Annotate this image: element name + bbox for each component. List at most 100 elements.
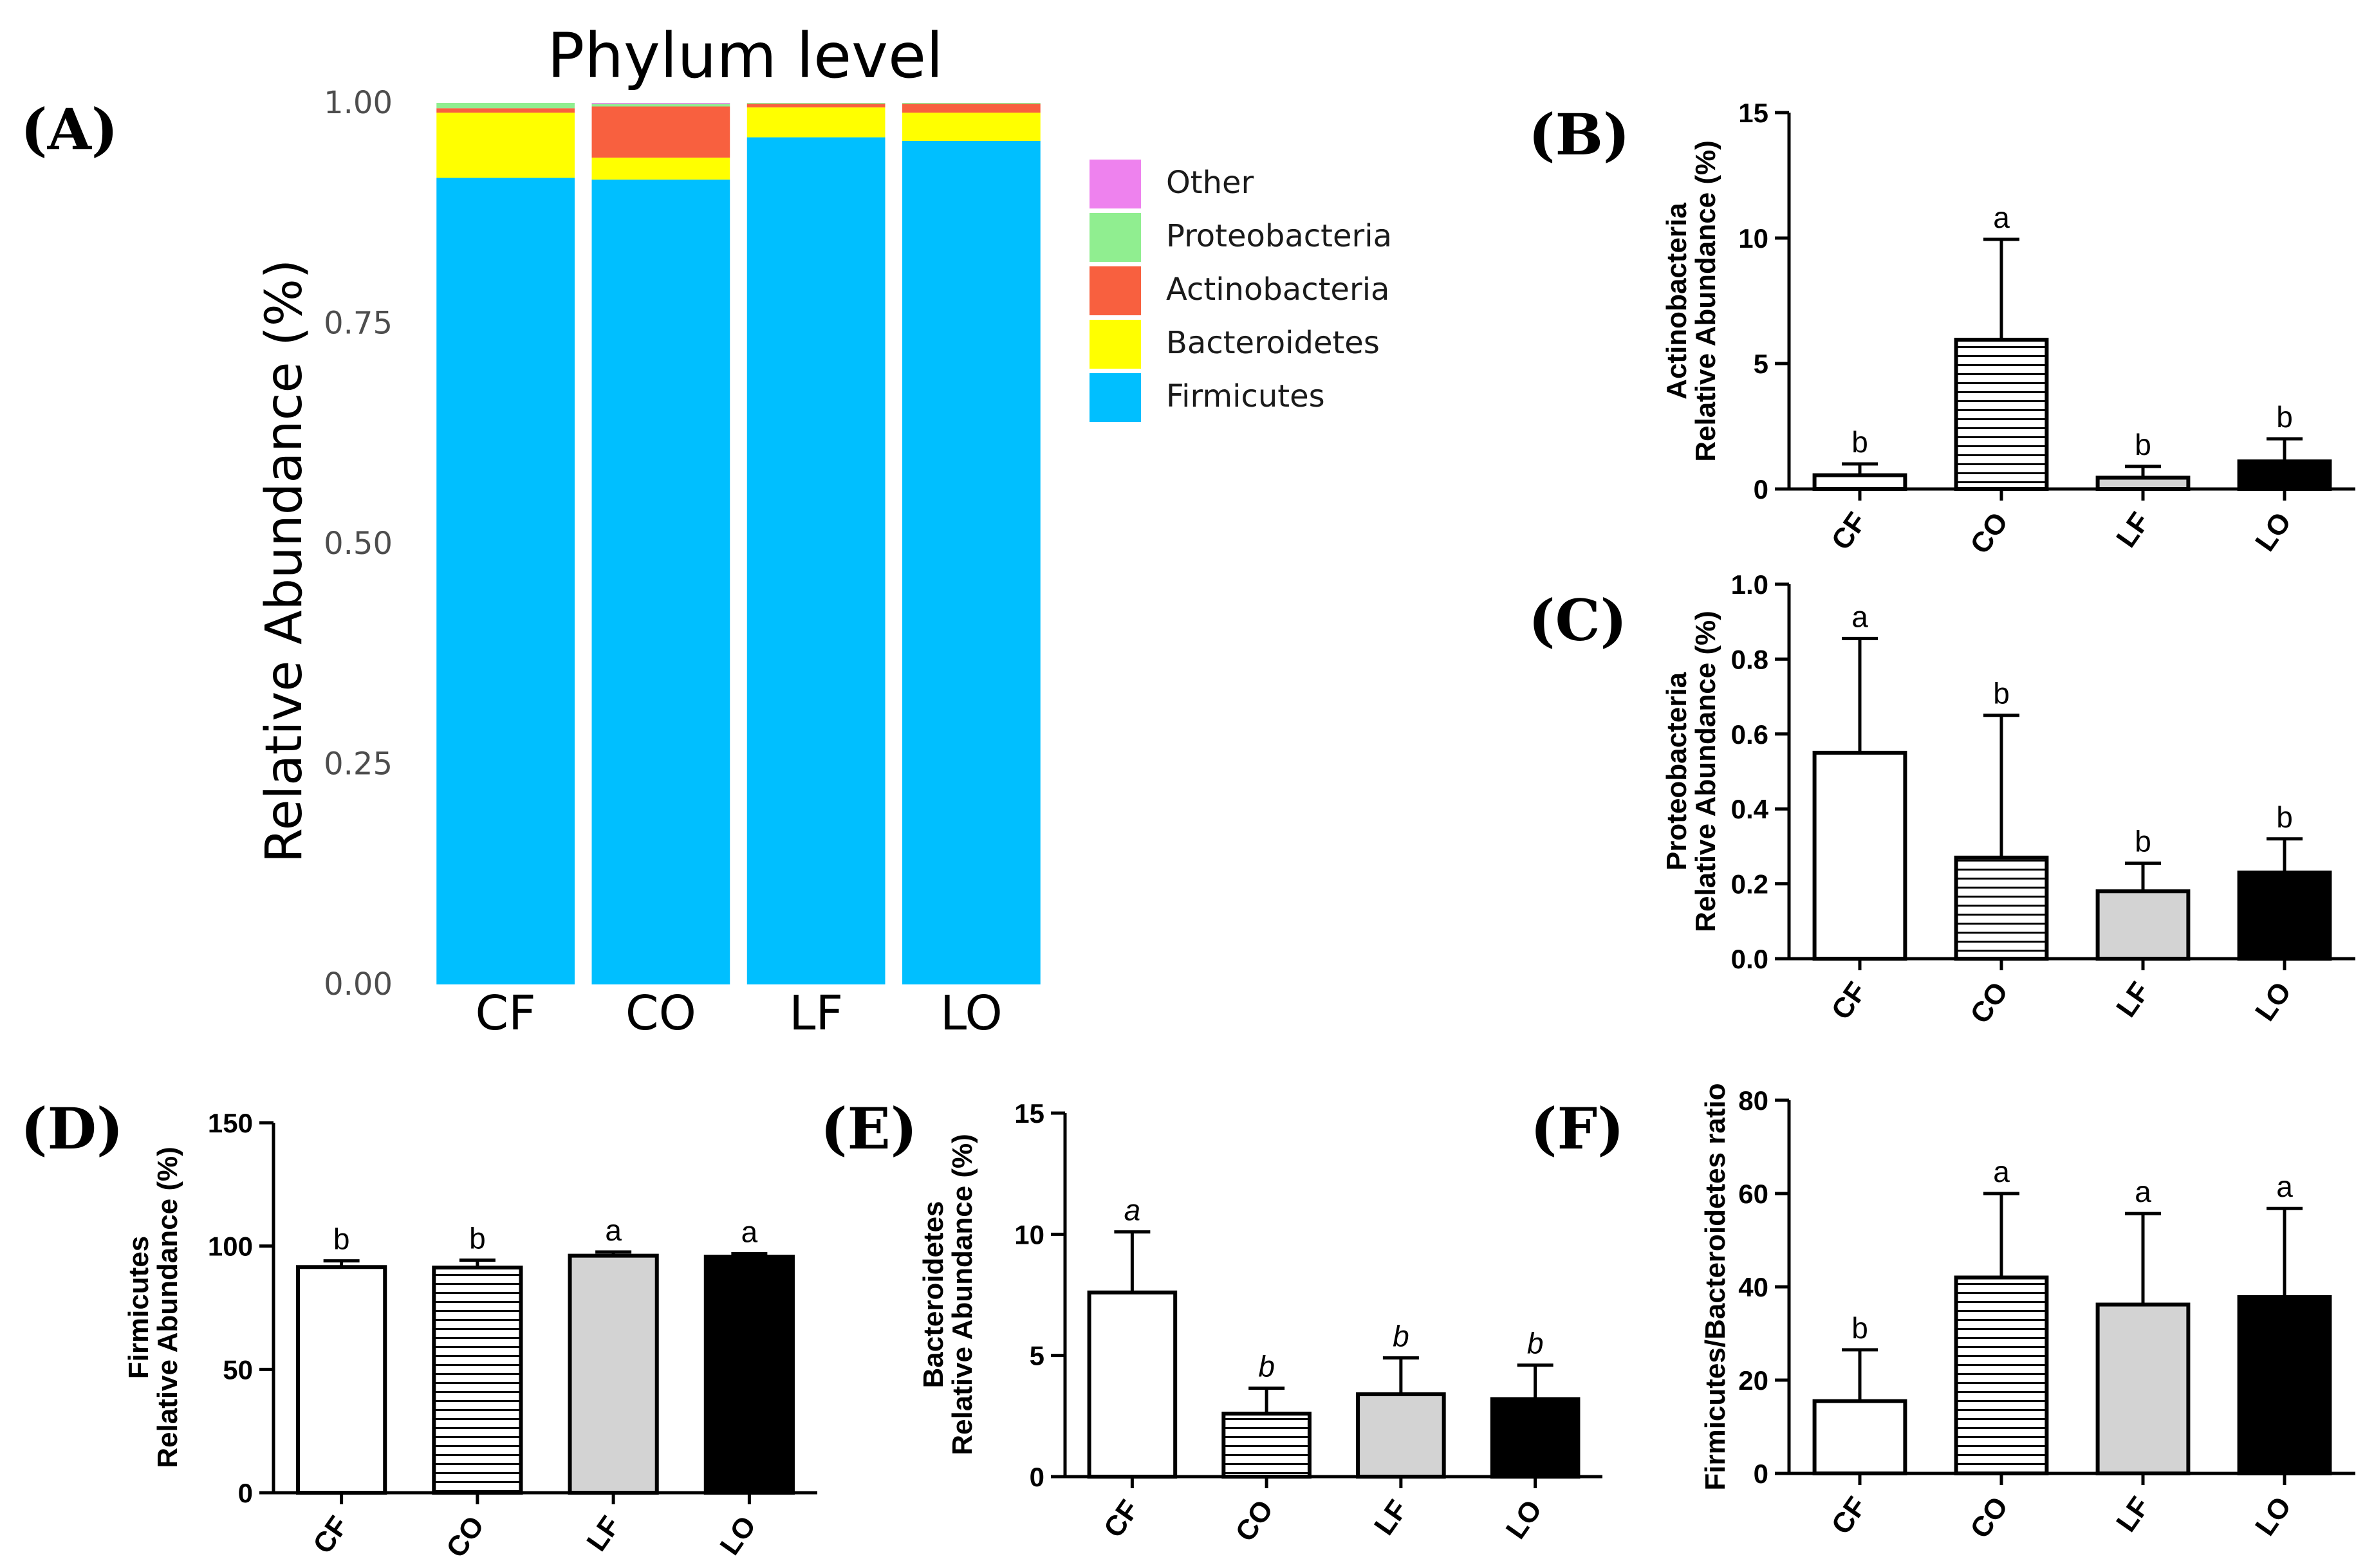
panel-c-significance-letter: b xyxy=(2276,800,2293,834)
panel-f-bar-lf xyxy=(2095,1302,2191,1476)
panel-c-bar-lf xyxy=(2095,889,2191,961)
panel-e-y-tick-label: 10 xyxy=(1014,1219,1044,1250)
panel-e-bar-cf xyxy=(1087,1290,1178,1479)
panel-a-bar-segment-cf-actinobacteria xyxy=(436,108,575,113)
panel-e-y-tick-label: 15 xyxy=(1014,1098,1044,1129)
panel-c-category-label: LF xyxy=(2110,977,2156,1023)
panel-a-legend: Other Proteobacteria Actinobacteria Bactero… xyxy=(1090,160,1392,422)
panel-f-y-tick-label: 60 xyxy=(1738,1179,1768,1209)
panel-e-bar-lf xyxy=(1356,1392,1446,1479)
panel-a-y-tick-label: 0.25 xyxy=(324,746,393,782)
panel-e-y-axis-label: Relative Abundance (%) xyxy=(947,1134,978,1455)
panel-d-bar-lf xyxy=(568,1253,659,1495)
panel-f-bar-co xyxy=(1954,1275,2049,1475)
panel-e-letter: (E) xyxy=(821,1095,917,1162)
panel-e-significance-letter: b xyxy=(1527,1327,1544,1360)
panel-c-letter: (C) xyxy=(1528,587,1627,654)
panel-b-y-tick-label: 5 xyxy=(1754,349,1768,379)
panel-e-y-axis-label: Bacteroidetes xyxy=(918,1201,949,1388)
panel-a-legend-label: Bacteroidetes xyxy=(1166,325,1380,361)
panel-d-significance-letter: a xyxy=(741,1215,758,1249)
panel-b-y-tick-label: 0 xyxy=(1754,474,1768,504)
panel-a-category-labels: CF CO LF LO xyxy=(476,986,1003,1041)
panel-a-bar-segment-co-proteobacteria xyxy=(591,104,730,107)
panel-c-significance-letter: a xyxy=(1851,600,1868,633)
panel-b-y-axis-label: Actinobacteria xyxy=(1661,203,1692,400)
panel-c-y-tick-label: 0.6 xyxy=(1731,719,1768,750)
panel-c-bar-co xyxy=(1954,855,2049,961)
panel-e-category-label: CO xyxy=(1229,1495,1279,1547)
panel-e-y-tick-label: 0 xyxy=(1030,1462,1044,1492)
panel-c-y-tick-label: 0.2 xyxy=(1731,869,1768,899)
panel-b-significance-letter: b xyxy=(2276,400,2293,434)
panel-a-category-label: LF xyxy=(789,986,843,1041)
panel-a-bar-segment-co-actinobacteria xyxy=(591,106,730,158)
panel-c-bar-cf xyxy=(1812,750,1907,961)
panel-d-bar-co xyxy=(432,1266,523,1495)
panel-a-bar-segment-cf-bacteroidetes xyxy=(436,113,575,178)
panel-c-bar-lo xyxy=(2237,871,2332,961)
panel-c-category-label: LO xyxy=(2249,977,2297,1027)
panel-f-significance-letter: a xyxy=(2276,1170,2293,1203)
panel-d-y-tick-label: 100 xyxy=(208,1231,253,1262)
panel-a-y-tick-label: 0.50 xyxy=(324,526,393,562)
panel-d-bar-cf xyxy=(296,1265,387,1495)
panel-a-legend-swatch xyxy=(1090,213,1141,262)
panel-d-letter: (D) xyxy=(21,1095,124,1162)
panel-a-bar-segment-lf-proteobacteria xyxy=(747,103,886,104)
panel-e-y-tick-label: 5 xyxy=(1030,1341,1044,1371)
panel-c-significance-letter: b xyxy=(1993,677,2010,710)
panel-d-category-label: LO xyxy=(714,1511,762,1561)
panel-a-y-axis-label: Relative Abundance (%) xyxy=(255,259,313,863)
panel-f-letter: (F) xyxy=(1530,1095,1624,1162)
panel-a-legend-label: Firmicutes xyxy=(1166,378,1325,414)
panel-e-category-label: LO xyxy=(1500,1495,1548,1545)
panel-e-significance-letter: a xyxy=(1124,1194,1141,1227)
panel-a-category-label: CO xyxy=(626,986,696,1041)
panel-b-bar-co xyxy=(1954,337,2049,492)
panel-a-bar-segment-lo-bacteroidetes xyxy=(902,113,1041,141)
panel-d-category-label: LF xyxy=(580,1511,626,1557)
panel-d-category-label: CO xyxy=(440,1511,490,1563)
panel-b-category-label: LO xyxy=(2249,507,2297,557)
panel-a-legend-swatch xyxy=(1090,320,1141,369)
panel-d-significance-letter: b xyxy=(469,1222,486,1255)
panel-a-legend-label: Actinobacteria xyxy=(1166,272,1389,308)
panel-a-legend-label: Other xyxy=(1166,165,1254,201)
panel-f-bar-chart: (F) Firmicutes/Bacteroidetes ratio 0 20 40 6… xyxy=(1530,1083,2355,1544)
panel-c-y-tick-label: 0.4 xyxy=(1731,794,1769,824)
panel-f-significance-letter: a xyxy=(1993,1155,2010,1188)
panel-b-bar-lf xyxy=(2095,475,2191,492)
panel-b-bar-lo xyxy=(2237,459,2332,491)
panel-c-y-tick-label: 1.0 xyxy=(1731,569,1768,600)
panel-f-category-label: LF xyxy=(2110,1491,2156,1538)
panel-a-legend-swatch xyxy=(1090,160,1141,208)
panel-f-category-label: CO xyxy=(1964,1491,2014,1544)
panel-d-y-tick-label: 150 xyxy=(208,1108,253,1138)
panel-f-significance-letter: b xyxy=(1851,1311,1868,1345)
panel-a-bar-segment-lo-firmicutes xyxy=(902,140,1041,984)
panel-f-y-tick-label: 20 xyxy=(1738,1365,1768,1396)
panel-b-y-tick-label: 15 xyxy=(1738,98,1768,128)
panel-e-category-label: LF xyxy=(1368,1495,1414,1541)
panel-d-y-axis-label: Firmicutes xyxy=(123,1236,154,1379)
panel-f-category-label: LO xyxy=(2249,1491,2297,1542)
panel-f-significance-letter: a xyxy=(2135,1175,2151,1208)
panel-a-y-tick-label: 0.75 xyxy=(324,306,393,342)
panel-d-y-tick-label: 50 xyxy=(223,1354,253,1385)
panel-c-category-label: CF xyxy=(1825,977,1873,1026)
panel-d-bar-lo xyxy=(703,1255,795,1495)
panel-e-bar-co xyxy=(1221,1412,1312,1479)
panel-f-y-tick-label: 0 xyxy=(1754,1459,1768,1489)
panel-a-bar-segment-lf-actinobacteria xyxy=(747,104,886,107)
panel-b-significance-letter: b xyxy=(1851,425,1868,459)
panel-a-stacked-bar-chart: (A) Phylum level Relative Abundance (%) … xyxy=(21,20,1392,1041)
panel-b-bar-cf xyxy=(1812,473,1907,491)
panel-f-y-tick-label: 80 xyxy=(1738,1085,1768,1116)
panel-d-y-tick-label: 0 xyxy=(238,1478,253,1508)
panel-d-significance-letter: a xyxy=(605,1213,622,1247)
panel-a-bars xyxy=(436,103,1041,985)
